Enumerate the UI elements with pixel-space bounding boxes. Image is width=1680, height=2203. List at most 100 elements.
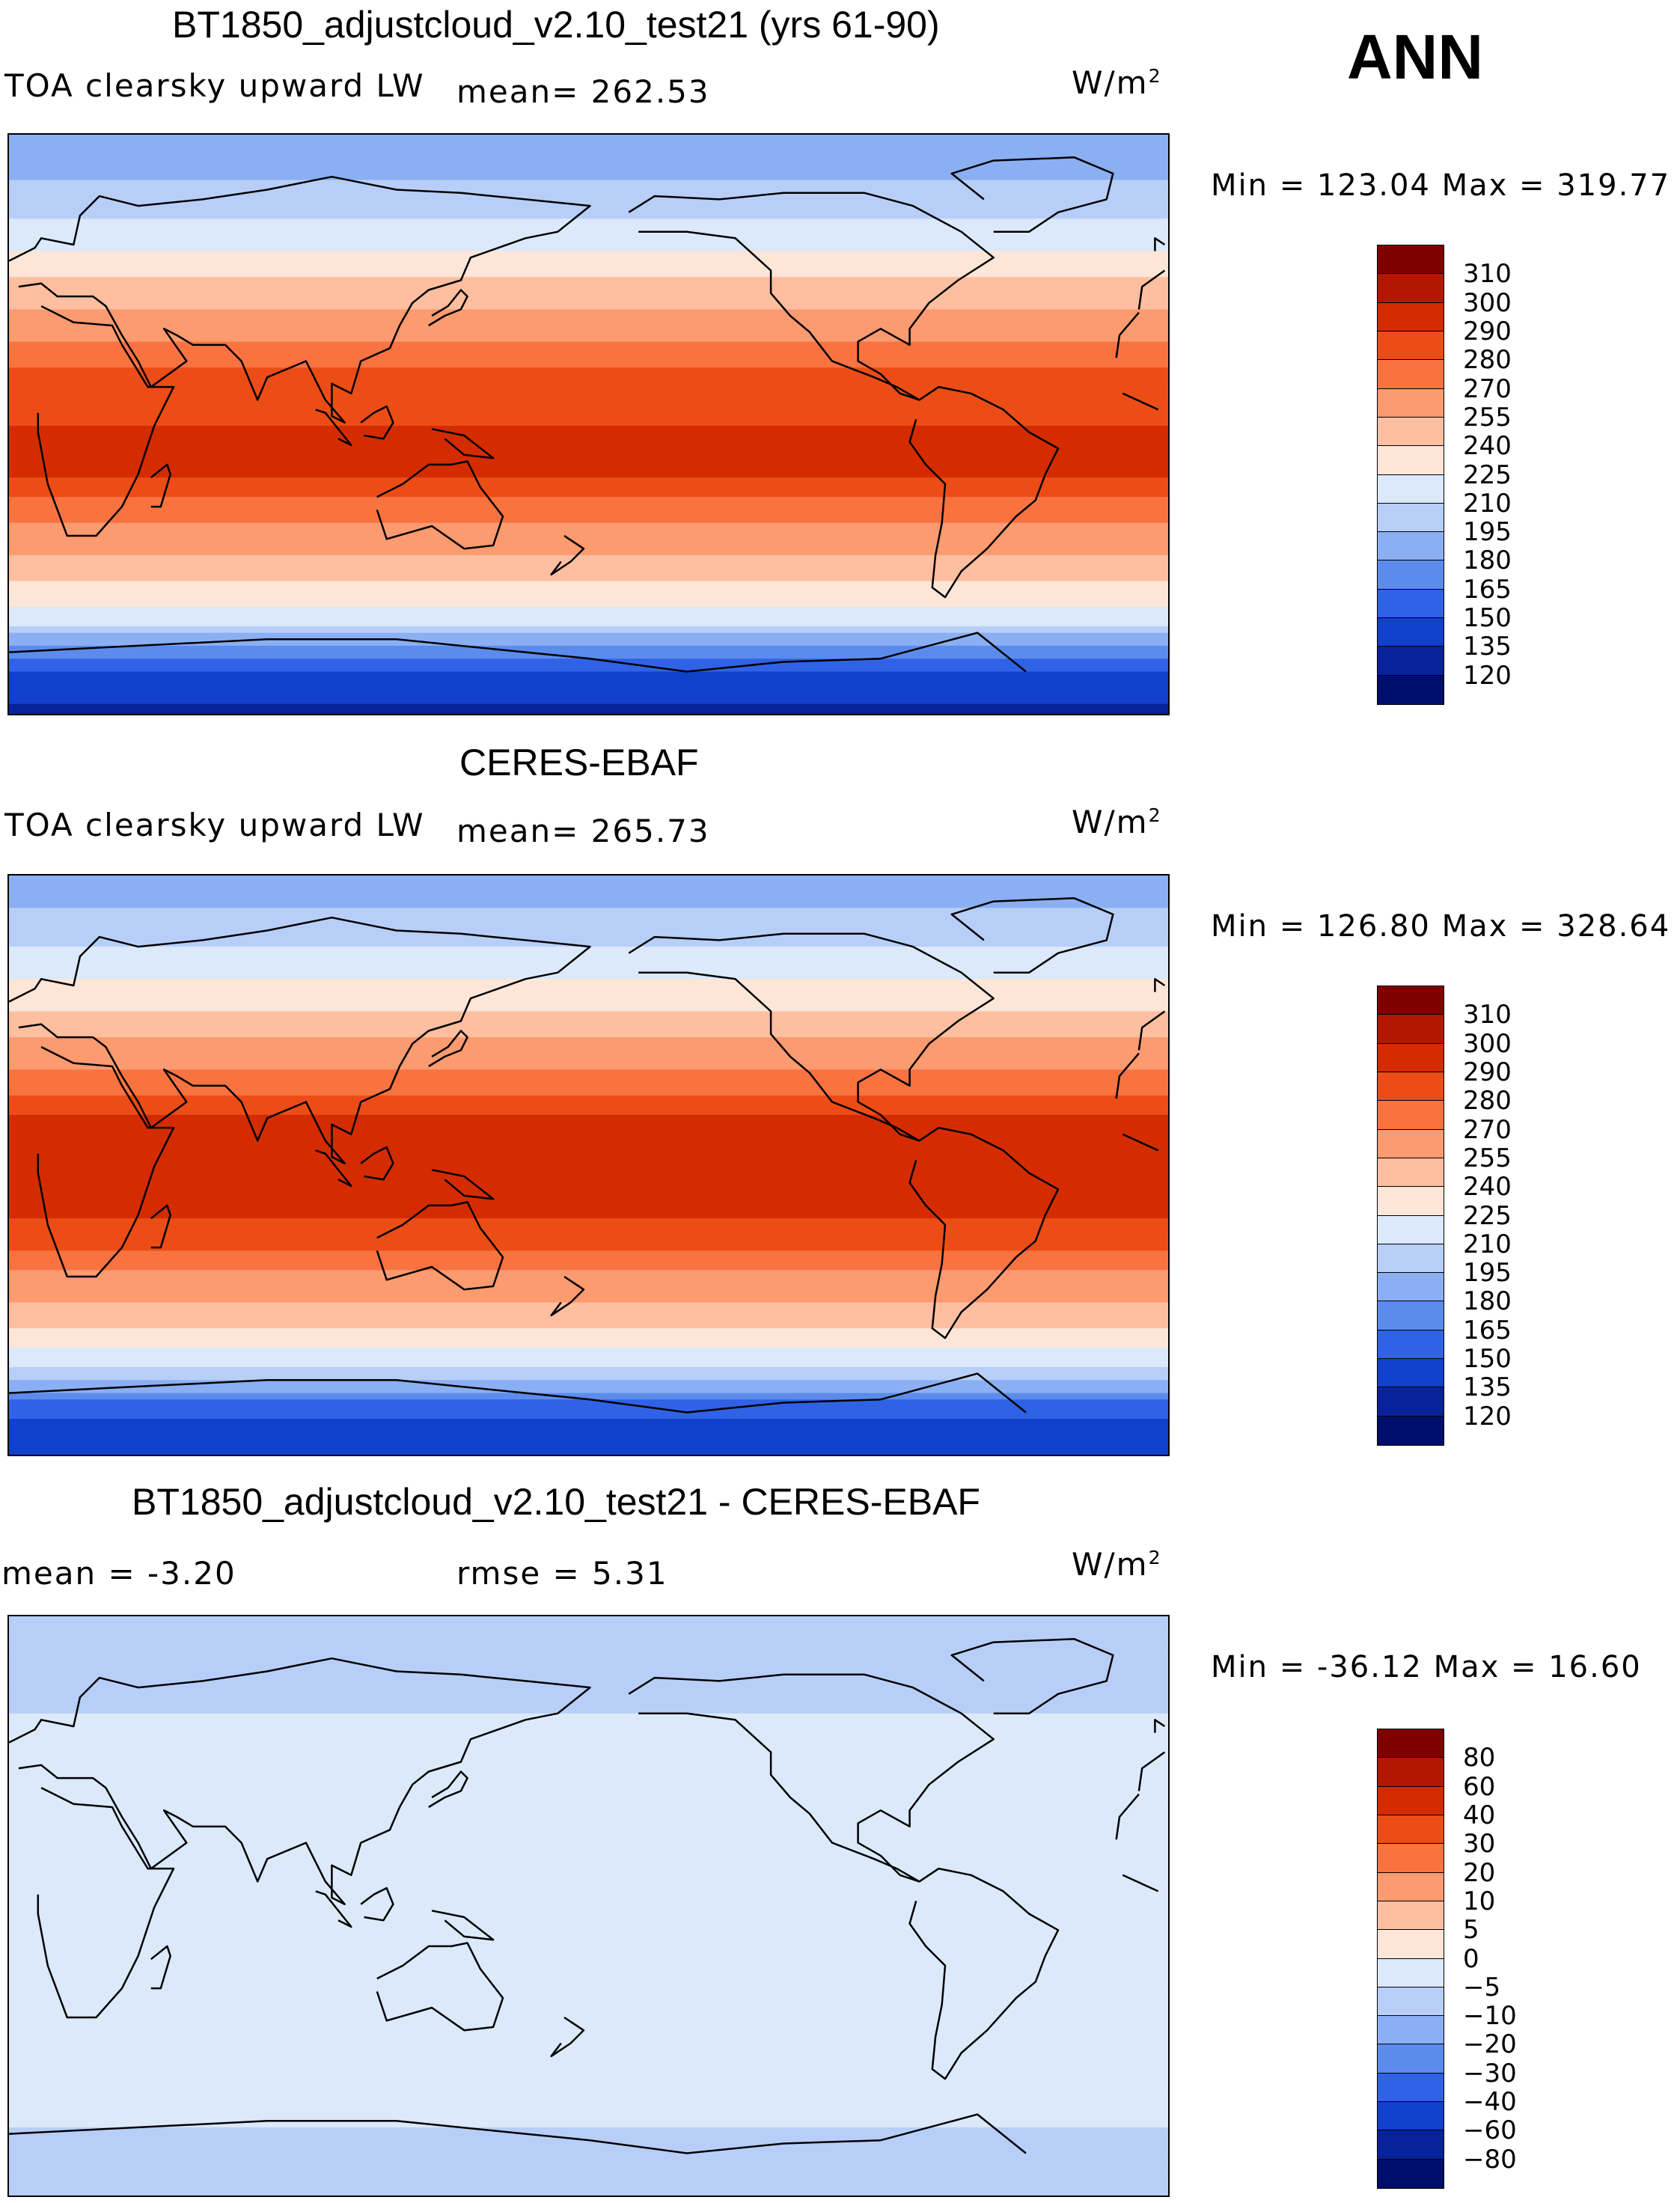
zonal-band (9, 1823, 1168, 1831)
coastline-sumatra (315, 1890, 352, 1928)
zonal-band (9, 1920, 1168, 1928)
zonal-band (9, 581, 1168, 589)
zonal-band (9, 691, 1168, 699)
panel3-colorbar: 80 60 40 30 20 10 5 0 −5 −10 −20 −30 −40 −60 −80 (1377, 1729, 1517, 2189)
coastline-new-zealand (550, 1275, 585, 1317)
zonal-band (9, 1693, 1168, 1702)
coastline-eurasia (9, 916, 591, 1164)
zonal-band (9, 1771, 1168, 1779)
zonal-band (9, 283, 1168, 291)
colorbar-tick-label: 255 (1463, 1143, 1512, 1173)
coastline-south-america (908, 1867, 1060, 2080)
zonal-band (9, 1366, 1168, 1375)
zonal-band (9, 2082, 1168, 2090)
zonal-band (9, 684, 1168, 692)
zonal-band (9, 959, 1168, 968)
coastline-africa (1122, 1133, 1159, 1152)
colorbar-swatch (1377, 646, 1444, 676)
coastline-eurasia (9, 1657, 591, 1905)
zonal-band (9, 225, 1168, 233)
zonal-band (9, 1732, 1168, 1741)
zonal-band (9, 1946, 1168, 1954)
zonal-band (9, 671, 1168, 679)
zonal-band (9, 147, 1168, 155)
colorbar-tick-label: 20 (1463, 1857, 1496, 1888)
zonal-band (9, 1681, 1168, 1689)
zonal-band (9, 1011, 1168, 1019)
zonal-band (9, 302, 1168, 311)
zonal-band (9, 1283, 1168, 1291)
zonal-band (9, 1043, 1168, 1051)
zonal-band (9, 458, 1168, 465)
zonal-band (9, 652, 1168, 660)
zonal-band (9, 1134, 1168, 1142)
zonal-band (9, 613, 1168, 621)
zonal-band (9, 1926, 1168, 1934)
colorbar-tick-label: 210 (1463, 488, 1512, 519)
zonal-band (9, 1797, 1168, 1805)
coastline-britain (1154, 978, 1166, 992)
colorbar-swatch (1377, 617, 1444, 647)
zonal-band (9, 1328, 1168, 1336)
colorbar-tick-label: 135 (1463, 632, 1512, 662)
zonal-band (9, 1185, 1168, 1194)
zonal-band (9, 2043, 1168, 2051)
zonal-band (9, 1830, 1168, 1837)
zonal-band (9, 2017, 1168, 2025)
colorbar-swatch (1377, 560, 1444, 590)
coastline-africa (1122, 1874, 1159, 1892)
zonal-band (9, 471, 1168, 479)
zonal-band (9, 1192, 1168, 1200)
colorbar-swatch (1377, 1415, 1444, 1446)
zonal-band (9, 2011, 1168, 2018)
zonal-band (9, 393, 1168, 401)
colorbar-swatch (1377, 1042, 1444, 1073)
coastline-antarctica (590, 632, 1027, 673)
colorbar-swatch (1377, 1014, 1444, 1045)
zonal-band (9, 600, 1168, 608)
zonal-band (9, 678, 1168, 685)
zonal-band (9, 1315, 1168, 1323)
zonal-band (9, 432, 1168, 440)
zonal-band (9, 1933, 1168, 1941)
zonal-band (9, 1901, 1168, 1908)
coastline-borneo (360, 1146, 394, 1181)
colorbar-tick-label: 195 (1463, 1258, 1512, 1289)
zonal-band (9, 2121, 1168, 2128)
zonal-band (9, 1069, 1168, 1077)
zonal-band (9, 639, 1168, 647)
colorbar-swatch (1377, 986, 1444, 1015)
colorbar-tick-label: 120 (1463, 660, 1512, 691)
coastline-new-zealand (550, 534, 585, 576)
zonal-band (9, 1984, 1168, 1993)
colorbar-swatch (1377, 273, 1444, 304)
panel1-variable-label: TOA clearsky upward LW (4, 67, 425, 104)
zonal-band (9, 1991, 1168, 1999)
zonal-band (9, 1635, 1168, 1643)
coastline-new-guinea (431, 428, 495, 459)
zonal-band (9, 1959, 1168, 1967)
zonal-band (9, 2153, 1168, 2161)
zonal-band (9, 173, 1168, 181)
coastline-africa (1115, 311, 1140, 358)
zonal-band (9, 212, 1168, 220)
zonal-band (9, 1373, 1168, 1381)
colorbar-swatch (1377, 1900, 1444, 1931)
coastline-eurasia (1137, 269, 1166, 310)
zonal-band (9, 972, 1168, 980)
zonal-band (9, 2030, 1168, 2038)
coastline-south-america (908, 385, 1060, 599)
zonal-band (9, 1622, 1168, 1631)
zonal-band (9, 503, 1168, 511)
colorbar-tick-label: 290 (1463, 316, 1512, 346)
coastline-japan (428, 1030, 468, 1068)
zonal-band (9, 535, 1168, 543)
zonal-band (9, 1752, 1168, 1760)
zonal-band (9, 933, 1168, 941)
colorbar-tick-label: 270 (1463, 373, 1512, 404)
zonal-band (9, 554, 1168, 563)
colorbar-tick-label: 150 (1463, 603, 1512, 634)
zonal-band (9, 186, 1168, 194)
zonal-band (9, 1179, 1168, 1187)
zonal-band (9, 1309, 1168, 1316)
